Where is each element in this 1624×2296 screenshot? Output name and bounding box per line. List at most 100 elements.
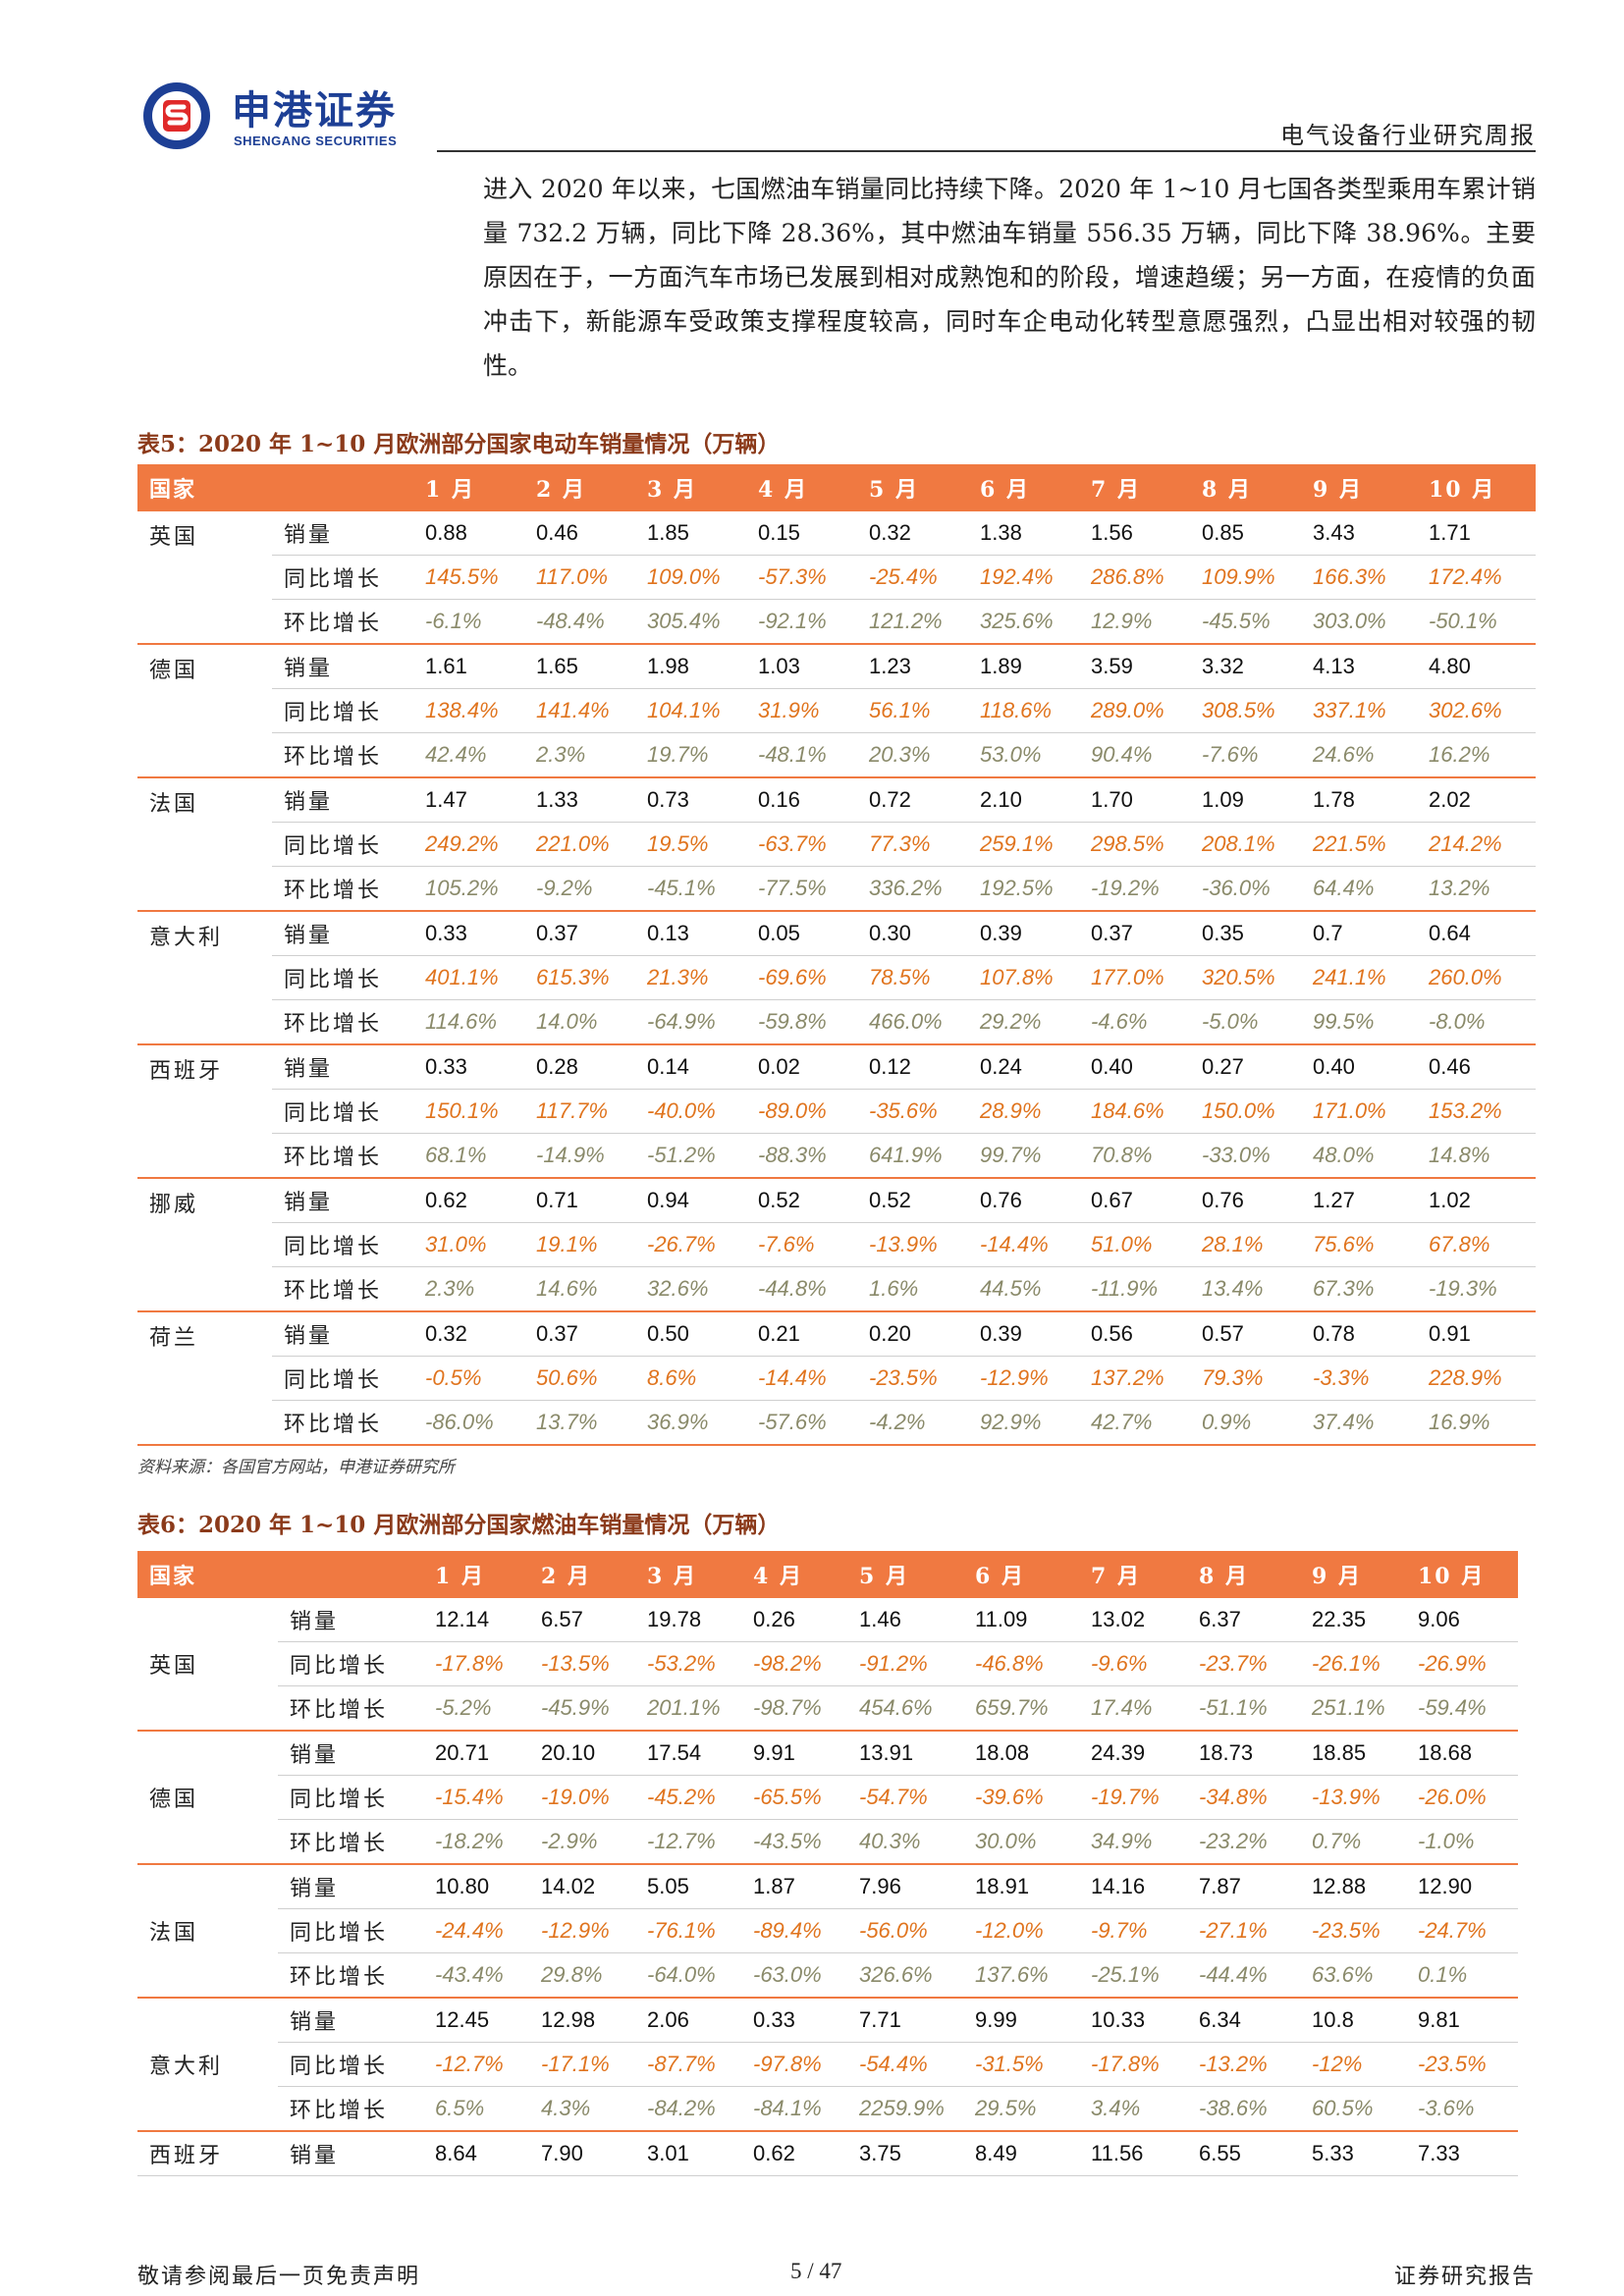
value-cell: -27.1% (1187, 1908, 1300, 1953)
value-cell: 7.71 (847, 1998, 963, 2043)
value-cell: 2.10 (968, 777, 1079, 823)
value-cell: 466.0% (857, 999, 968, 1045)
value-cell: -3.6% (1406, 2086, 1518, 2132)
table-header-cell: 国家 (137, 1551, 278, 1598)
value-cell: 7.87 (1187, 1864, 1300, 1909)
value-cell: 1.70 (1079, 777, 1190, 823)
value-cell: -54.4% (847, 2042, 963, 2087)
value-cell: 24.39 (1079, 1731, 1187, 1776)
value-cell: 51.0% (1079, 1222, 1190, 1267)
value-cell: 5.05 (635, 1864, 741, 1909)
value-cell: 13.4% (1190, 1266, 1301, 1312)
value-cell: 641.9% (857, 1133, 968, 1179)
table-header-cell: 9 月 (1300, 1551, 1406, 1598)
table-header-cell: 9 月 (1301, 464, 1417, 511)
value-cell: 11.56 (1079, 2131, 1187, 2176)
value-cell: 18.85 (1300, 1731, 1406, 1776)
table-row: 挪威 销量 0.62 0.71 0.94 0.52 0.52 0.76 0.67 0.76 1.27… (137, 1178, 1536, 1312)
value-cell: 90.4% (1079, 732, 1190, 778)
value-cell: 32.6% (635, 1266, 746, 1312)
value-cell: 114.6% (413, 999, 524, 1045)
value-cell: 18.91 (963, 1864, 1079, 1909)
table-row: 法国 销量 1.47 1.33 0.73 0.16 0.72 2.10 1.70 1.09 1.78… (137, 777, 1536, 912)
value-cell: 3.59 (1079, 644, 1190, 689)
value-cell: -51.2% (635, 1133, 746, 1179)
value-cell: 401.1% (413, 955, 524, 1000)
value-cell: -19.2% (1079, 866, 1190, 912)
value-cell: 2.02 (1417, 777, 1536, 823)
value-cell: 1.03 (746, 644, 857, 689)
value-cell: 5.33 (1300, 2131, 1406, 2176)
value-cell: -44.4% (1187, 1952, 1300, 1999)
value-cell: -63.7% (746, 822, 857, 867)
table-header-cell: 7 月 (1079, 464, 1190, 511)
value-cell: 12.98 (529, 1998, 635, 2043)
metric-cell: 同比增长 (272, 688, 413, 733)
value-cell: 99.5% (1301, 999, 1417, 1045)
value-cell: 0.39 (968, 911, 1079, 956)
value-cell: -59.4% (1406, 1685, 1518, 1732)
country-cell: 西班牙 (137, 1044, 272, 1179)
table-row: 同比增长 -0.5% 50.6% 8.6% -14.4% -23.5% -12.9% 137.… (137, 1356, 1536, 1401)
table-header-cell (278, 1551, 423, 1598)
value-cell: -53.2% (635, 1641, 741, 1686)
page-header: 申港证券 SHENGANG SECURITIES 电气设备行业研究周报 (137, 77, 1536, 155)
value-cell: 2.3% (413, 1266, 524, 1312)
table-header-cell: 3 月 (635, 1551, 741, 1598)
value-cell: -12.7% (635, 1819, 741, 1865)
country-cell: 德国 (137, 1731, 278, 1865)
value-cell: -12.9% (968, 1356, 1079, 1401)
table-row: 同比增长 401.1% 615.3% 21.3% -69.6% 78.5% 107.8% 17… (137, 955, 1536, 1000)
value-cell: 37.4% (1301, 1400, 1417, 1446)
value-cell: 303.0% (1301, 599, 1417, 645)
metric-cell: 环比增长 (272, 866, 413, 912)
value-cell: -45.1% (635, 866, 746, 912)
metric-cell: 环比增长 (272, 1133, 413, 1179)
value-cell: -59.8% (746, 999, 857, 1045)
value-cell: 20.3% (857, 732, 968, 778)
value-cell: 0.12 (857, 1044, 968, 1090)
value-cell: -19.7% (1079, 1775, 1187, 1820)
value-cell: 2259.9% (847, 2086, 963, 2132)
intro-paragraph: 进入 2020 年以来，七国燃油车销量同比持续下降。2020 年 1~10 月七… (483, 175, 1536, 380)
value-cell: 7.96 (847, 1864, 963, 1909)
value-cell: -38.6% (1187, 2086, 1300, 2132)
value-cell: -36.0% (1190, 866, 1301, 912)
value-cell: 6.37 (1187, 1598, 1300, 1642)
table-row: 同比增长 249.2% 221.0% 19.5% -63.7% 77.3% 259.1% 29… (137, 822, 1536, 867)
value-cell: -9.2% (524, 866, 635, 912)
value-cell: 121.2% (857, 599, 968, 645)
value-cell: 75.6% (1301, 1222, 1417, 1267)
value-cell: 1.78 (1301, 777, 1417, 823)
table-row: 英国 销量 12.14 6.57 19.78 0.26 1.46 11.09 13.02 6.37… (137, 1598, 1518, 1732)
value-cell: 9.91 (741, 1731, 847, 1776)
table-row: 环比增长 -43.4% 29.8% -64.0% -63.0% 326.6% 137.6% -… (137, 1952, 1518, 1999)
value-cell: -51.1% (1187, 1685, 1300, 1732)
metric-cell: 同比增长 (272, 1356, 413, 1401)
value-cell: 0.13 (635, 911, 746, 956)
page-footer: 敬请参阅最后一页免责声明 5 / 47 证券研究报告 (137, 2259, 1536, 2289)
value-cell: 14.6% (524, 1266, 635, 1312)
value-cell: 1.47 (413, 777, 524, 823)
table-header-cell: 10 月 (1417, 464, 1536, 511)
table-header-cell: 8 月 (1187, 1551, 1300, 1598)
value-cell: 0.64 (1417, 911, 1536, 956)
value-cell: 12.9% (1079, 599, 1190, 645)
value-cell: -26.7% (635, 1222, 746, 1267)
value-cell: -25.1% (1079, 1952, 1187, 1999)
value-cell: -8.0% (1417, 999, 1536, 1045)
value-cell: -98.7% (741, 1685, 847, 1732)
value-cell: 31.0% (413, 1222, 524, 1267)
value-cell: 1.23 (857, 644, 968, 689)
table-row: 同比增长 145.5% 117.0% 109.0% -57.3% -25.4% 192.4%… (137, 555, 1536, 600)
value-cell: 1.33 (524, 777, 635, 823)
value-cell: 172.4% (1417, 555, 1536, 600)
value-cell: 12.45 (423, 1998, 529, 2043)
value-cell: 138.4% (413, 688, 524, 733)
value-cell: 0.56 (1079, 1311, 1190, 1357)
table-header-cell: 2 月 (529, 1551, 635, 1598)
value-cell: 454.6% (847, 1685, 963, 1732)
value-cell: 0.73 (635, 777, 746, 823)
value-cell: 8.49 (963, 2131, 1079, 2176)
